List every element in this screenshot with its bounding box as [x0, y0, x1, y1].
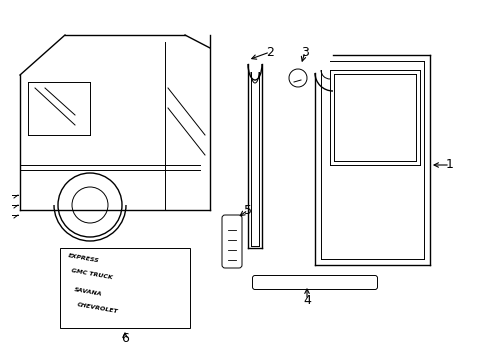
Text: 1: 1 [445, 158, 453, 171]
Text: 6: 6 [121, 332, 129, 345]
Text: 2: 2 [265, 45, 273, 58]
Text: EXPRESS: EXPRESS [68, 253, 100, 263]
Text: SAVANA: SAVANA [74, 287, 103, 297]
Bar [60, 248, 190, 328]
Text: 5: 5 [244, 203, 251, 216]
Text: CHEVROLET: CHEVROLET [77, 302, 119, 314]
Text: GMC TRUCK: GMC TRUCK [71, 268, 113, 280]
Text: 4: 4 [303, 293, 310, 306]
Text: 3: 3 [301, 45, 308, 58]
